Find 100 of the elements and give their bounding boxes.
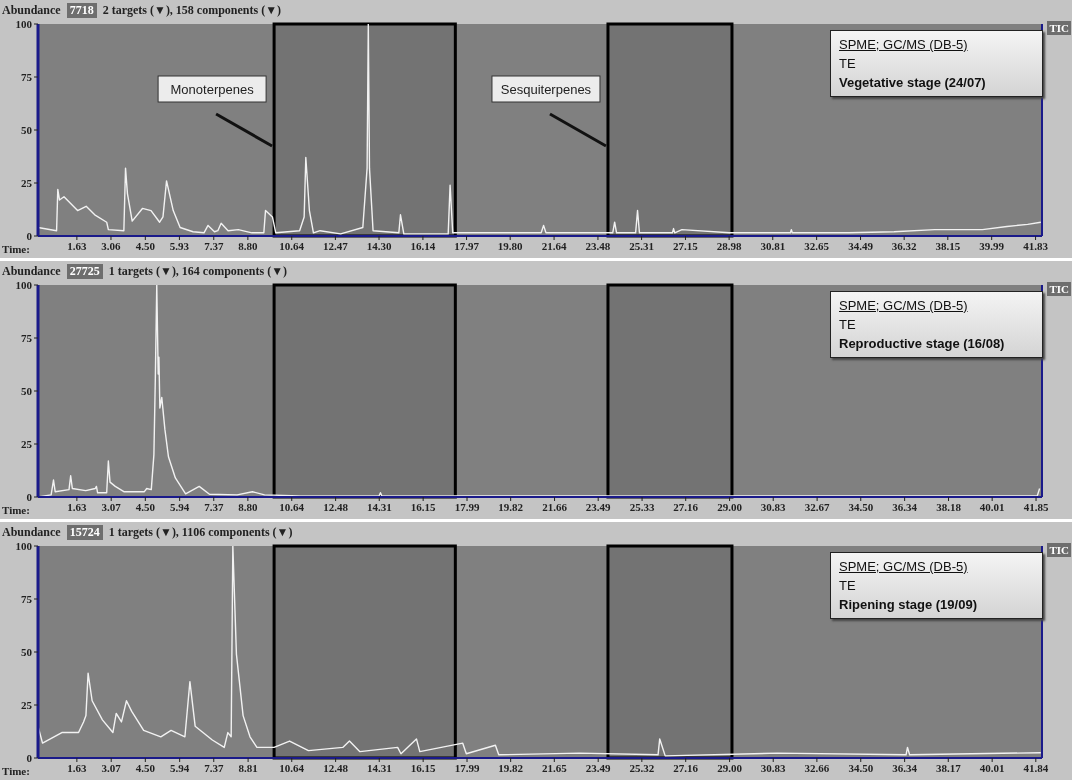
chart-title: 1 targets (▼), 1106 components (▼) — [108, 524, 293, 540]
x-tick-label: 7.37 — [204, 239, 224, 252]
y-tick-label: 50 — [21, 123, 33, 136]
x-tick-label: 36.34 — [892, 500, 918, 513]
x-tick-label: 5.94 — [170, 500, 190, 513]
x-tick-label: 38.15 — [935, 239, 961, 252]
x-tick-label: 8.80 — [238, 500, 258, 513]
chart-subtitle: 15724 — [66, 524, 103, 540]
note-box: SPME; GC/MS (DB-5) TE Vegetative stage (24/07) — [830, 30, 1043, 97]
annotation: Ripening stage (19/09) — [839, 596, 978, 614]
y-tick-label: 25 — [21, 698, 33, 711]
x-tick-label: 23.48 — [585, 239, 611, 252]
note-box: SPME; GC/MS (DB-5) TE Ripening stage (19/09) — [830, 552, 1043, 619]
x-tick-label: 10.64 — [279, 239, 305, 252]
x-tick-label: 38.17 — [935, 761, 962, 774]
y-tick-label: 0 — [26, 229, 33, 242]
x-tick-label: 28.98 — [716, 239, 742, 252]
x-tick-label: 34.49 — [848, 239, 874, 252]
y-axis-title: Abundance — [2, 2, 61, 18]
x-tick-label: 23.49 — [585, 500, 612, 513]
x-tick-label: 10.64 — [279, 761, 305, 774]
x-tick-label: 7.37 — [204, 761, 224, 774]
y-tick-label: 0 — [26, 751, 33, 764]
x-tick-label: 4.50 — [135, 239, 156, 252]
y-tick-label: 75 — [21, 331, 33, 344]
x-tick-label: 25.31 — [629, 239, 654, 252]
x-tick-label: 4.50 — [135, 500, 156, 513]
x-tick-label: 27.16 — [673, 761, 699, 774]
x-tick-label: 16.15 — [410, 500, 437, 513]
x-tick-label: 41.85 — [1023, 500, 1049, 513]
x-tick-label: 14.31 — [366, 500, 392, 513]
x-tick-label: 17.99 — [454, 761, 480, 774]
x-tick-label: 5.94 — [170, 761, 190, 774]
x-tick-label: 3.07 — [101, 500, 122, 513]
x-tick-label: 30.83 — [760, 500, 787, 513]
y-axis-title: Abundance — [2, 524, 61, 540]
annotation: SPME; GC/MS (DB-5) — [839, 36, 969, 54]
x-tick-label: 38.18 — [936, 500, 962, 513]
annotation: Vegetative stage (24/07) — [839, 74, 987, 92]
x-axis-title: Time: — [2, 243, 30, 255]
chart-subtitle: 27725 — [66, 263, 103, 279]
annotation: SPME; GC/MS (DB-5) — [839, 558, 969, 576]
text: TIC — [1047, 543, 1071, 557]
x-tick-label: 7.37 — [204, 500, 224, 513]
x-tick-label: 39.99 — [979, 239, 1005, 252]
x-tick-label: 5.93 — [169, 239, 190, 252]
x-tick-label: 17.97 — [454, 239, 480, 252]
x-tick-label: 21.65 — [541, 761, 568, 774]
y-axis-title: Abundance — [2, 263, 61, 279]
x-tick-label: 27.16 — [673, 500, 699, 513]
x-tick-label: 17.99 — [454, 500, 480, 513]
x-tick-label: 32.66 — [804, 761, 830, 774]
x-tick-label: 3.07 — [101, 761, 122, 774]
x-tick-label: 8.81 — [238, 761, 258, 774]
x-tick-label: 36.32 — [891, 239, 918, 252]
y-tick-label: 100 — [15, 17, 33, 30]
annotation: TE — [839, 577, 857, 595]
x-tick-label: 12.48 — [323, 500, 349, 513]
x-tick-label: 12.48 — [323, 761, 349, 774]
x-axis-title: Time: — [2, 765, 30, 777]
annotation: TE — [839, 316, 857, 334]
x-tick-label: 19.82 — [498, 761, 524, 774]
annotation: Reproductive stage (16/08) — [839, 335, 1006, 353]
x-tick-label: 8.80 — [238, 239, 258, 252]
y-tick-label: 75 — [21, 592, 33, 605]
x-tick-label: 34.50 — [848, 761, 874, 774]
x-tick-label: 27.15 — [673, 239, 699, 252]
x-tick-label: 14.31 — [366, 761, 392, 774]
x-tick-label: 14.30 — [366, 239, 392, 252]
x-tick-label: 19.80 — [497, 239, 524, 252]
x-tick-label: 41.83 — [1023, 239, 1049, 252]
x-tick-label: 29.00 — [717, 761, 743, 774]
x-tick-label: 19.82 — [498, 500, 524, 513]
x-tick-label: 16.15 — [410, 761, 437, 774]
x-axis-title: Time: — [2, 504, 30, 516]
x-tick-label: 29.00 — [717, 500, 743, 513]
x-tick-label: 30.83 — [760, 761, 787, 774]
x-tick-label: 21.66 — [542, 500, 568, 513]
y-tick-label: 100 — [15, 539, 33, 552]
chart-title: 2 targets (▼), 158 components (▼) — [102, 2, 282, 18]
chart-subtitle: 7718 — [66, 2, 97, 18]
y-tick-label: 50 — [21, 384, 33, 397]
x-tick-label: 1.63 — [67, 761, 87, 774]
note-box: SPME; GC/MS (DB-5) TE Reproductive stage (16/08) — [830, 291, 1043, 358]
x-tick-label: 12.47 — [323, 239, 349, 252]
y-tick-label: 100 — [15, 278, 33, 291]
x-tick-label: 4.50 — [135, 761, 156, 774]
y-tick-label: 50 — [21, 645, 33, 658]
x-tick-label: 34.50 — [848, 500, 874, 513]
x-tick-label: 40.01 — [979, 500, 1005, 513]
chart-title: 1 targets (▼), 164 components (▼) — [108, 263, 288, 279]
x-tick-label: 41.84 — [1023, 761, 1049, 774]
band-label: Monoterpenes — [170, 82, 255, 97]
x-tick-label: 10.64 — [279, 500, 305, 513]
x-tick-label: 23.49 — [585, 761, 612, 774]
text: TIC — [1047, 21, 1071, 35]
band-label: Sesquiterpenes — [500, 82, 592, 97]
x-tick-label: 30.81 — [760, 239, 786, 252]
y-tick-label: 25 — [21, 176, 33, 189]
annotation: TE — [839, 55, 857, 73]
